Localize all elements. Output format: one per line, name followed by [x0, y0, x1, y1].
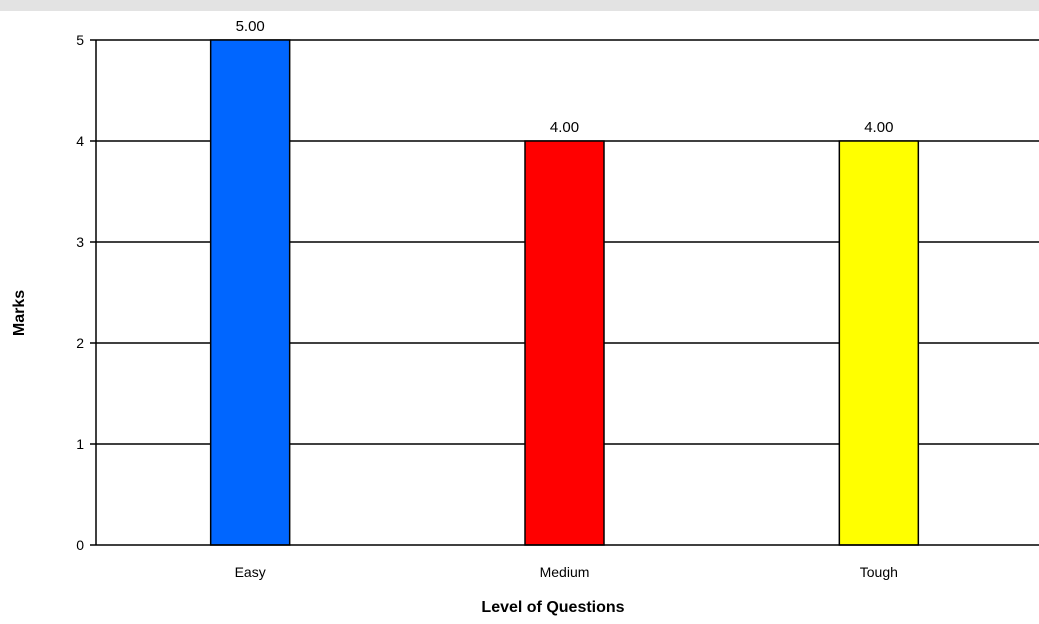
- x-tick-label: Tough: [860, 564, 898, 580]
- y-axis-title: Marks: [11, 290, 28, 336]
- x-tick-labels: Easy Medium Tough: [235, 564, 898, 580]
- x-axis-title: Level of Questions: [481, 599, 624, 616]
- y-tick-label: 5: [76, 32, 84, 48]
- y-tick-label: 1: [76, 436, 84, 452]
- y-tick-labels: 0 1 2 3 4 5: [76, 32, 84, 553]
- bar-easy: [209, 39, 291, 546]
- data-label: 4.00: [550, 119, 579, 136]
- axes: [95, 40, 1039, 546]
- data-label: 5.00: [236, 18, 265, 35]
- x-tick-label: Medium: [540, 564, 590, 580]
- x-tick-label: Easy: [235, 564, 266, 580]
- y-tick-label: 4: [76, 133, 84, 149]
- y-tick-label: 3: [76, 234, 84, 250]
- bars: [209, 39, 920, 546]
- data-label: 4.00: [864, 119, 893, 136]
- bar-medium: [524, 140, 605, 546]
- data-labels: 5.00 4.00 4.00: [236, 18, 894, 136]
- y-tick-label: 0: [76, 537, 84, 553]
- top-strip: [0, 0, 1039, 11]
- y-tick-label: 2: [76, 335, 84, 351]
- bar-tough: [838, 140, 920, 546]
